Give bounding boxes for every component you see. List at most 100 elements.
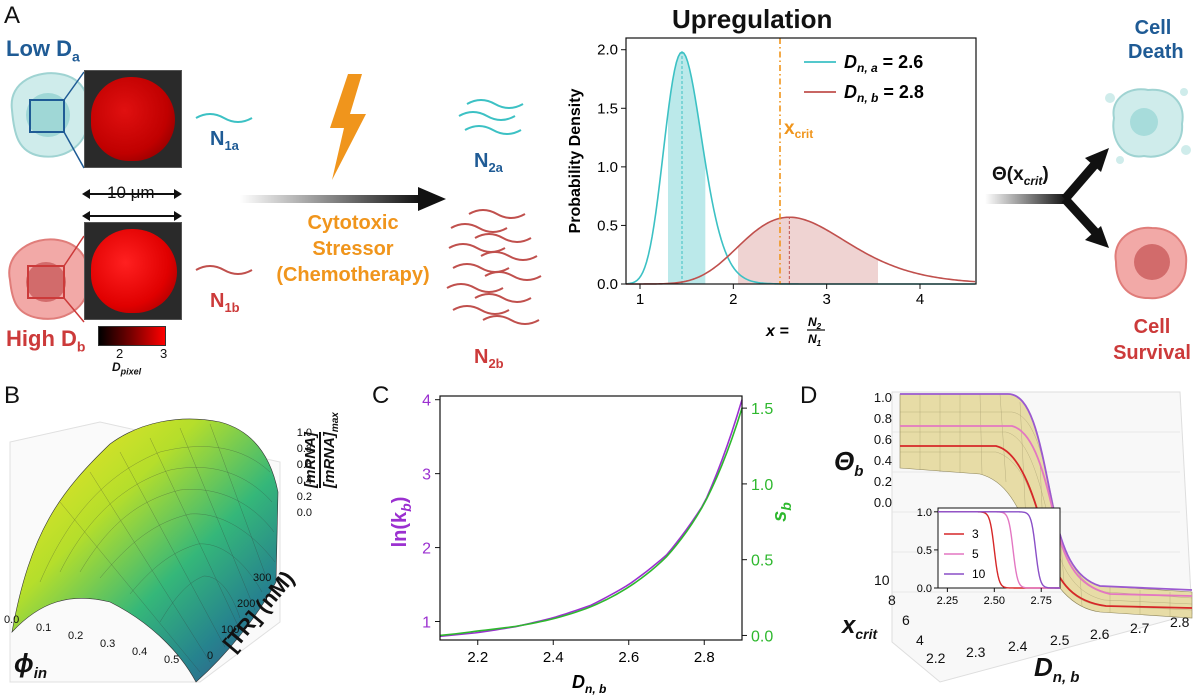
colorbar-min: 2: [116, 346, 124, 361]
high-d-label: High Db: [6, 326, 86, 355]
legend-label-sub: n, a: [857, 61, 878, 75]
sb-axis-label-sub: b: [778, 502, 794, 511]
y-tick-label: 1.0: [597, 159, 618, 176]
upregulation-chart: xcrit 1 2 3 4 0.0 0.5 1.0 1.5 2.0 Probability Dens…: [567, 37, 977, 348]
colorbar-label: Dpixel: [112, 360, 142, 377]
x-tick-label: 2.8: [694, 649, 715, 666]
inset-y-tick-label: 1.0: [917, 507, 932, 519]
stressor-arrow: [240, 187, 446, 211]
sb-axis-label: sb: [769, 502, 794, 522]
panel-b-zticks: 1.0 0.8 0.6 0.4 0.2 0.0: [296, 427, 312, 519]
panel-b-surface: [9, 418, 281, 683]
left-y-tick-label: 3: [422, 467, 431, 484]
inset-curve-10: [938, 511, 1060, 589]
x-tick-label: 1: [636, 291, 644, 308]
y-tick-label: 0.5: [597, 217, 618, 234]
ln-kb-curve: [439, 399, 743, 638]
x-tick-label: 2.4: [543, 649, 564, 666]
xcrit-label-sub: crit: [795, 127, 814, 141]
panel-label-c: C: [372, 382, 390, 409]
upregulation-title: Upregulation: [672, 4, 833, 34]
legend-label-1: Dn, b = 2.8: [844, 82, 924, 105]
lightning-icon: [330, 74, 366, 180]
scale-arrows: [82, 189, 182, 221]
n1a-label: N1a: [210, 128, 239, 153]
shade-a: [668, 52, 706, 284]
x-tick-label: 2.2: [467, 649, 488, 666]
panel-d-zticks: 1.0 0.8 0.6 0.4 0.2 0.0: [873, 390, 892, 510]
panel-d-surface: 0.0 0.5 1.0 2.25 2.50 2.75 3 5 10: [891, 391, 1193, 683]
low-d-label: Low Da: [6, 36, 80, 65]
y-tick-label: 2.0: [597, 42, 618, 59]
left-y-tick-label: 2: [422, 541, 431, 558]
plot-frame: [625, 37, 977, 285]
y-tick-label: 0.0: [597, 276, 618, 293]
cell-survival-label: Cell Survival: [1113, 316, 1191, 364]
panel-label-b: B: [4, 382, 21, 409]
stressor-label: Cytotoxic Stressor (Chemotherapy): [276, 212, 430, 286]
inset-x-tick-label: 2.50: [984, 595, 1005, 607]
right-y-tick-label: 0.5: [751, 553, 773, 570]
right-y-tick-label: 1.0: [751, 477, 773, 494]
micrograph-high-d: [84, 222, 182, 320]
panel-label-d: D: [800, 382, 818, 409]
x-axis-label: x =: [765, 323, 789, 340]
micrograph-low-d: [84, 70, 182, 168]
x-axis-frac-den-sub: 1: [817, 339, 822, 348]
theta-label: Θ(xcrit): [992, 164, 1049, 188]
ln-kb-axis-label-main: ln(k: [389, 511, 411, 547]
mrna-n1: [195, 113, 253, 275]
x-axis-frac-num: N2: [808, 315, 822, 331]
shade-b: [738, 217, 878, 284]
n1b-label: N1b: [210, 290, 240, 315]
legend-label-sub: n, b: [857, 91, 878, 105]
panel-d-zlabel: Θb: [834, 446, 864, 481]
x-tick-label: 4: [916, 291, 924, 308]
panel-d-xcrit-label: xcrit: [842, 612, 878, 642]
panel-d-xcritticks: 10 8 6 4: [874, 572, 924, 648]
inset-legend-label-3: 3: [972, 527, 979, 541]
legend-label-main: D: [844, 52, 857, 72]
panel-b-phi-label: ϕin: [14, 648, 48, 683]
legend-label-0: Dn, a = 2.6: [844, 52, 923, 75]
right-y-tick-label: 0.0: [751, 628, 773, 645]
plot-frame: [439, 395, 743, 641]
panel-d-inset: 0.0 0.5 1.0 2.25 2.50 2.75 3 5 10: [917, 507, 1061, 607]
y-axis-label: Probability Density: [567, 88, 584, 233]
panel-d-dnb-label: Dn, b: [1034, 652, 1080, 687]
legend-label-val: = 2.6: [878, 52, 924, 72]
x-axis-label: Dn, b: [572, 672, 606, 696]
dying-cell-icon: [1105, 88, 1191, 164]
right-y-tick-label: 1.5: [751, 401, 773, 418]
colorbar: [98, 326, 166, 346]
x-axis-label-sub: n, b: [585, 682, 606, 696]
left-y-tick-label: 1: [422, 615, 431, 632]
cell-illustrations: [8, 71, 90, 323]
ln-kb-axis-label-sub: b: [398, 503, 414, 512]
legend-label-val: = 2.8: [878, 82, 924, 102]
inset-legend-label-5: 5: [972, 547, 979, 561]
x-tick-label: 3: [822, 291, 830, 308]
inset-frame: [937, 507, 1061, 589]
x-axis-frac-num-sub: 2: [816, 322, 822, 331]
pdf-curve-b: [626, 216, 976, 285]
left-y-tick-label: 4: [422, 393, 431, 410]
legend-label-main: D: [844, 82, 857, 102]
ln-kb-axis-label: ln(kb): [389, 497, 414, 548]
inset-x-tick-label: 2.75: [1031, 595, 1052, 607]
x-axis-frac-den: N1: [808, 332, 822, 348]
scale-bar-label: 10 μm: [107, 183, 155, 202]
panel-b-zlabel: [mRNA] [mRNA]max: [302, 412, 341, 488]
panel-d-dnbticks: 2.2 2.3 2.4 2.5 2.6 2.7 2.8: [926, 614, 1190, 666]
inset-y-tick-label: 0.5: [917, 545, 932, 557]
panel-c-chart: 2.2 2.4 2.6 2.812340.00.51.01.5ln(kb)sbDn, …: [389, 393, 794, 696]
xcrit-label: xcrit: [784, 118, 813, 141]
sb-curve: [439, 407, 743, 637]
panel-label-a: A: [4, 2, 21, 29]
surviving-cell-icon: [1114, 226, 1188, 300]
fate-arrows: [985, 148, 1109, 248]
x-tick-label: 2: [729, 291, 737, 308]
x-tick-label: 2.6: [618, 649, 639, 666]
ln-kb-axis-label-close: ): [389, 497, 411, 504]
n2b-label: N2b: [474, 346, 504, 371]
